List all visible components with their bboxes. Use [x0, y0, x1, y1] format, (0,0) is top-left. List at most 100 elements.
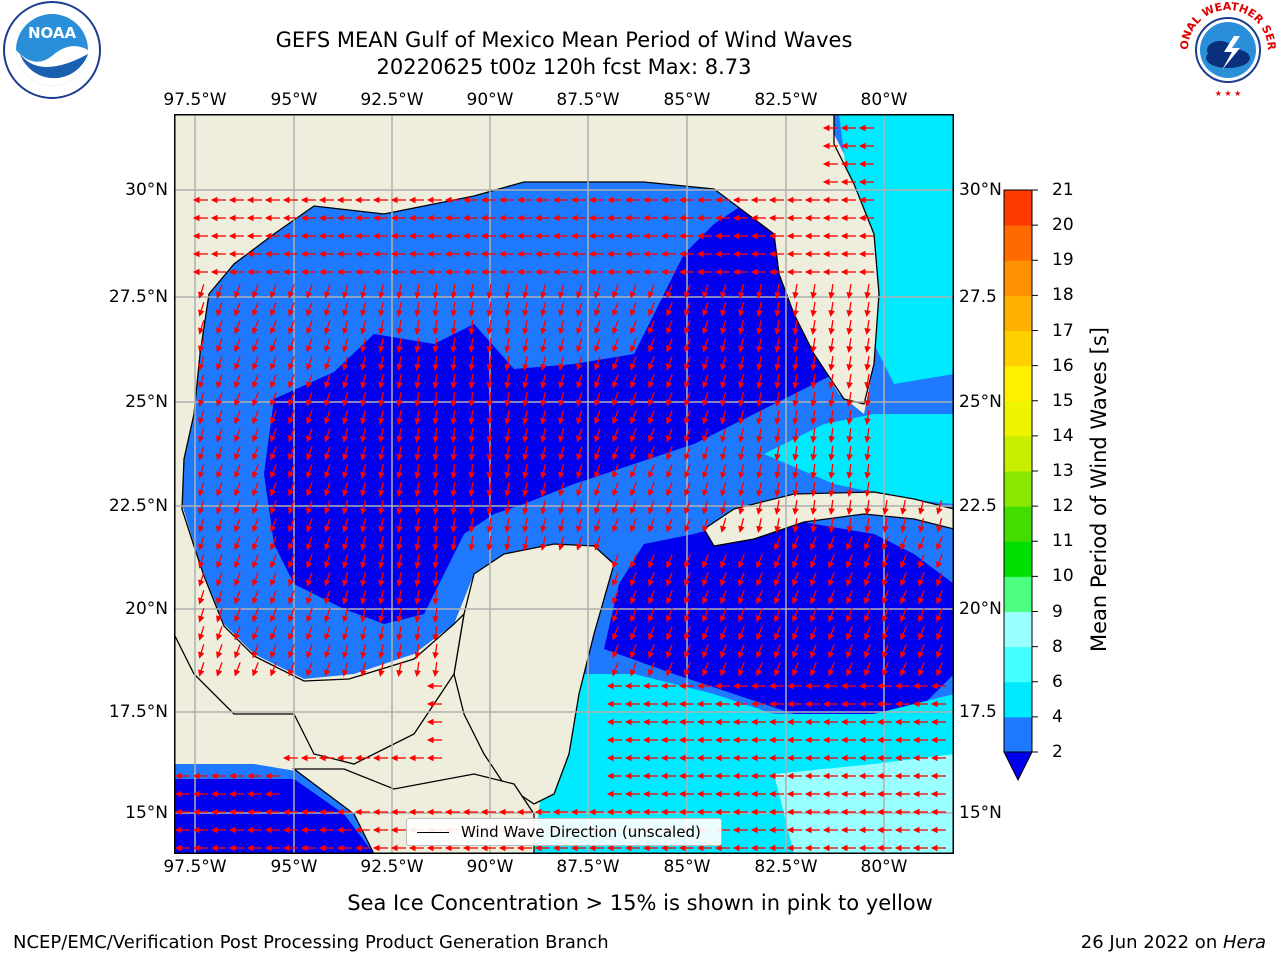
wind-wave-arrowhead: [666, 525, 673, 533]
colorbar-segment: [1004, 190, 1032, 226]
wind-wave-arrowhead: [360, 507, 367, 515]
wind-wave-arrowhead: [360, 579, 367, 587]
wind-wave-direction-arrows: [174, 124, 946, 852]
wind-wave-arrowhead: [270, 471, 277, 479]
wind-wave-arrowhead: [594, 489, 601, 497]
wind-wave-arrowhead: [288, 579, 295, 587]
wind-wave-arrowhead: [894, 808, 902, 816]
wind-wave-arrowhead: [540, 345, 547, 353]
wind-wave-arrowhead: [660, 268, 668, 276]
wind-wave-arrowhead: [288, 345, 295, 353]
wind-wave-arrowhead: [288, 381, 295, 389]
wind-wave-arrowhead: [210, 844, 218, 852]
wind-wave-arrowhead: [426, 844, 434, 852]
wind-wave-arrowhead: [840, 160, 848, 168]
wind-wave-arrowhead: [936, 525, 943, 533]
wind-wave-arrowhead: [894, 772, 902, 780]
wind-wave-arrowhead: [858, 250, 866, 258]
wind-wave-arrowhead: [720, 435, 727, 443]
wind-wave-arrowhead: [480, 232, 488, 240]
wind-wave-arrowhead: [882, 651, 889, 659]
wind-wave-arrowhead: [270, 417, 277, 425]
wind-wave-arrowhead: [786, 826, 794, 834]
wind-wave-arrowhead: [432, 670, 439, 678]
wind-wave-arrowhead: [738, 561, 745, 569]
wind-wave-arrowhead: [594, 381, 601, 389]
wind-wave-arrowhead: [360, 327, 367, 335]
wind-wave-arrowhead: [324, 327, 331, 335]
wind-wave-arrowhead: [378, 561, 385, 569]
wind-wave-arrowhead: [684, 615, 691, 623]
wind-wave-arrowhead: [594, 507, 601, 515]
wind-wave-arrowhead: [216, 453, 223, 461]
wind-wave-arrowhead: [486, 327, 493, 336]
wind-wave-arrowhead: [894, 682, 902, 690]
colorbar-segment: [1004, 541, 1032, 577]
wind-wave-arrowhead: [786, 268, 794, 276]
wind-wave-arrowhead: [702, 327, 709, 335]
wind-wave-arrowhead: [810, 327, 817, 336]
wind-wave-arrowhead: [858, 196, 866, 204]
wind-wave-arrowhead: [540, 471, 547, 479]
wind-wave-arrowhead: [648, 381, 655, 389]
wind-wave-arrowhead: [324, 651, 331, 659]
wind-wave-arrowhead: [684, 597, 691, 605]
wind-wave-arrowhead: [840, 754, 848, 762]
wind-wave-arrowhead: [336, 250, 344, 258]
wind-wave-arrowhead: [342, 309, 349, 317]
wind-wave-arrowhead: [810, 399, 817, 408]
wind-wave-arrowhead: [804, 232, 812, 240]
lat-tick-left: 22.5°N: [108, 496, 168, 516]
wind-wave-arrowhead: [696, 772, 704, 780]
wind-wave-arrowhead: [396, 633, 403, 641]
wind-wave-arrowhead: [342, 615, 349, 623]
wind-wave-arrowhead: [768, 214, 776, 222]
wind-wave-arrowhead: [648, 453, 655, 461]
wind-wave-arrowhead: [468, 400, 475, 408]
wind-wave-arrowhead: [624, 214, 632, 222]
wind-wave-arrowhead: [732, 754, 740, 762]
wind-wave-arrowhead: [354, 214, 362, 222]
wind-wave-arrowhead: [540, 525, 547, 533]
wind-wave-arrowhead: [612, 669, 619, 677]
wind-wave-arrowhead: [840, 808, 848, 816]
footer-left: NCEP/EMC/Verification Post Processing Pr…: [13, 932, 609, 953]
wind-wave-arrowhead: [450, 544, 457, 552]
wind-wave-arrowhead: [216, 525, 223, 533]
wind-wave-arrowhead: [282, 250, 290, 258]
wind-wave-arrowhead: [822, 142, 830, 150]
wind-wave-arrowhead: [558, 381, 565, 389]
wind-wave-arrowhead: [684, 345, 691, 353]
wind-wave-arrowhead: [318, 754, 326, 762]
wind-wave-arrowhead: [684, 363, 691, 371]
lon-tick-bottom: 82.5°W: [754, 857, 818, 877]
wind-wave-arrowhead: [612, 579, 619, 587]
wind-wave-arrowhead: [594, 543, 601, 551]
wind-wave-arrowhead: [192, 790, 200, 798]
wind-wave-arrowhead: [810, 490, 817, 498]
wind-wave-arrowhead: [858, 214, 866, 222]
wind-wave-arrowhead: [804, 700, 812, 708]
wind-wave-arrowhead: [198, 399, 205, 407]
wind-wave-arrowhead: [858, 826, 866, 834]
wind-wave-arrowhead: [756, 579, 763, 587]
wind-wave-arrowhead: [642, 214, 650, 222]
wind-wave-arrowhead: [288, 489, 295, 497]
wind-wave-arrowhead: [396, 345, 403, 353]
wind-wave-arrowhead: [702, 615, 709, 623]
wind-wave-arrowhead: [378, 363, 385, 371]
wind-wave-arrowhead: [750, 196, 758, 204]
wind-wave-arrowhead: [786, 808, 794, 816]
wind-wave-arrowhead: [408, 754, 416, 762]
wind-wave-arrowhead: [606, 232, 614, 240]
wind-wave-arrowhead: [426, 700, 434, 708]
wind-wave-arrowhead: [234, 435, 241, 443]
wind-wave-arrowhead: [720, 309, 727, 317]
wind-wave-arrowhead: [288, 363, 295, 371]
colorbar-segment: [1004, 506, 1032, 542]
wind-wave-arrowhead: [936, 579, 943, 587]
wind-wave-arrowhead: [306, 579, 313, 587]
wind-wave-arrowhead: [774, 381, 781, 390]
wind-wave-arrowhead: [774, 633, 781, 641]
wind-wave-arrowhead: [372, 826, 380, 834]
